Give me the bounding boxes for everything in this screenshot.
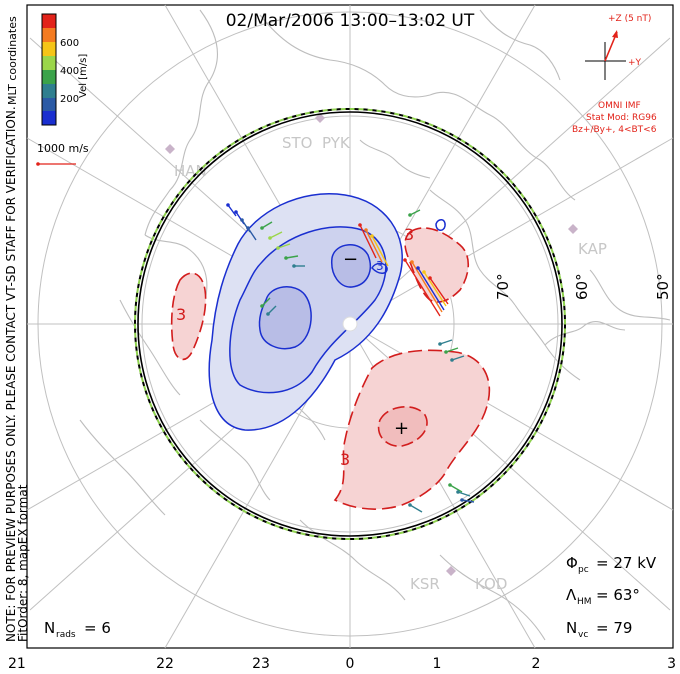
nvc-subscript: vc xyxy=(578,630,588,640)
contour-label-3d: 3 xyxy=(376,259,384,273)
nvc-symbol: N xyxy=(566,619,577,637)
vector xyxy=(247,227,257,241)
vector xyxy=(285,255,299,259)
imf-y-label: +Y xyxy=(628,58,642,68)
imf-model: Stat Mod: RG96 xyxy=(586,113,657,123)
nrads-subscript: rads xyxy=(56,630,76,640)
velocity-vectors xyxy=(226,203,475,513)
station-kap: KAP xyxy=(578,240,607,258)
vector xyxy=(227,204,237,217)
vector xyxy=(277,243,291,249)
vector xyxy=(261,297,271,307)
vector xyxy=(461,499,475,503)
mlt-tick-2: 2 xyxy=(532,656,541,672)
station-marker-sto xyxy=(315,113,325,123)
lambda-hm-symbol: Λ xyxy=(566,586,577,604)
station-marker-ksr xyxy=(446,566,456,576)
vector xyxy=(423,271,447,307)
nvc-value: = 79 xyxy=(596,619,632,637)
vector xyxy=(449,484,463,493)
contour-label-3b: 3 xyxy=(176,305,186,324)
station-pyk: PYK xyxy=(322,134,351,152)
fit-order-note: FitOrder: 8, mapEX format xyxy=(16,484,30,642)
colorbar-unit: Vel [m/s] xyxy=(78,54,89,98)
vector xyxy=(445,347,459,353)
vector xyxy=(451,355,465,361)
vector-scale-dot xyxy=(36,162,40,166)
station-markers xyxy=(165,113,578,576)
vector-scale-label: 1000 m/s xyxy=(37,142,89,155)
vector xyxy=(409,209,421,216)
mlt-tick-21: 21 xyxy=(8,656,26,672)
nrads-value: = 6 xyxy=(84,619,111,637)
hm-boundary-outer xyxy=(137,111,563,537)
latitude-label-70: 70° xyxy=(494,273,512,300)
vector xyxy=(404,259,441,317)
vector xyxy=(439,339,453,345)
lambda-hm-subscript: HM xyxy=(577,597,592,607)
positive-cell xyxy=(170,227,491,510)
mlt-tick-1: 1 xyxy=(433,656,442,672)
vector xyxy=(409,504,423,513)
imf-condition: Bz+/By+, 4<BT<6 xyxy=(572,125,657,135)
latitude-label-60: 60° xyxy=(573,273,591,300)
map-title: 02/Mar/2006 13:00–13:02 UT xyxy=(226,11,475,31)
vector xyxy=(429,277,449,305)
coordinates-label: MLT coordinates xyxy=(6,16,19,105)
station-kod: KOD xyxy=(475,575,507,593)
contour-label-3a: 3 xyxy=(404,225,414,244)
imf-diagram xyxy=(585,30,626,80)
imf-source: OMNI IMF xyxy=(598,101,641,111)
colorbar-tick-200: 200 xyxy=(60,94,79,105)
mlt-tick-3: 3 xyxy=(667,656,676,672)
station-marker-han xyxy=(165,144,175,154)
station-han: HAN xyxy=(174,162,207,180)
vector xyxy=(457,491,471,497)
vector xyxy=(261,221,273,229)
station-ksr: KSR xyxy=(410,575,440,593)
phi-pc-subscript: pc xyxy=(578,565,589,575)
vector xyxy=(269,231,283,239)
station-marker-kap xyxy=(568,224,578,234)
colorbar-tick-400: 400 xyxy=(60,66,79,77)
phi-pc-value: = 27 kV xyxy=(596,554,657,572)
vector xyxy=(411,261,443,313)
vector xyxy=(417,267,445,311)
station-sto: STO xyxy=(282,134,313,152)
imf-z-label: +Z (5 nT) xyxy=(608,14,651,24)
vector xyxy=(371,235,389,267)
mlt-tick-23: 23 xyxy=(252,656,270,672)
nrads-symbol: N xyxy=(44,619,55,637)
vector xyxy=(359,224,377,259)
hm-boundary-green xyxy=(134,108,566,540)
vector xyxy=(267,305,277,315)
lambda-hm-value: = 63° xyxy=(596,586,640,604)
vector xyxy=(365,229,383,263)
contour-label-3c: 3 xyxy=(340,450,350,469)
mlt-tick-0: 0 xyxy=(346,656,355,672)
negative-cell xyxy=(208,193,446,431)
preview-note: NOTE: FOR PREVIEW PURPOSES ONLY. PLEASE … xyxy=(4,106,18,642)
maximum-marker: + xyxy=(394,418,409,439)
colorbar-tick-600: 600 xyxy=(60,38,79,49)
coastlines xyxy=(79,9,671,641)
mlt-tick-22: 22 xyxy=(156,656,174,672)
latitude-label-50: 50° xyxy=(654,273,672,300)
phi-pc-symbol: Φ xyxy=(566,554,578,572)
color-bar xyxy=(41,13,57,126)
pole-marker xyxy=(342,316,358,332)
minimum-marker: − xyxy=(343,249,358,270)
